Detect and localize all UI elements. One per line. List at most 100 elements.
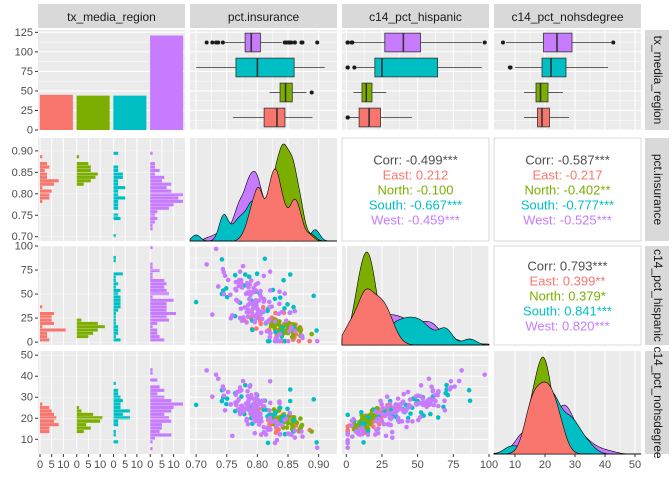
scatter-point <box>373 409 379 414</box>
outlier-point <box>352 65 357 70</box>
x-tick-label: 10 <box>57 459 69 471</box>
x-tick-label: 0.70 <box>185 459 206 471</box>
column-strip-label: tx_media_region <box>67 10 156 24</box>
scatter-point <box>280 325 285 330</box>
corr-value: -0.525*** <box>556 213 612 228</box>
scatter-point <box>258 401 263 406</box>
scatter-point <box>401 391 407 397</box>
corr-text-north: North: -0.100 <box>378 183 454 198</box>
scatter-point <box>380 405 386 411</box>
scatter-point <box>213 246 219 252</box>
corr-label: South: <box>521 198 559 213</box>
histogram-bar <box>150 189 172 193</box>
scatter-point <box>291 417 296 423</box>
corr-label: East: <box>532 168 562 183</box>
histogram-bar <box>76 423 87 427</box>
histogram-bar <box>40 419 55 423</box>
histogram-bar <box>40 182 55 186</box>
scatter-point <box>383 433 389 439</box>
scatter-point <box>381 421 387 427</box>
y-tick-label: 75 <box>21 66 33 78</box>
histogram-bar <box>76 168 91 173</box>
outlier-point <box>345 65 350 70</box>
y-tick-label: 125 <box>15 27 33 39</box>
outlier-point <box>214 40 219 45</box>
scatter-point <box>435 415 441 420</box>
x-tick-label: 0 <box>147 459 153 471</box>
histogram-bar <box>113 192 119 197</box>
scatter-point <box>286 329 292 334</box>
scatter-point <box>267 334 273 340</box>
scatter-point <box>427 396 432 402</box>
histogram-bar <box>150 433 172 437</box>
corr-label: Corr: <box>527 259 556 274</box>
row-strip-label: pct.insurance <box>651 154 665 226</box>
corr-label: Corr: <box>525 153 554 168</box>
scatter-point <box>253 391 259 397</box>
scatter-point <box>250 306 256 312</box>
histogram-bar <box>150 262 153 266</box>
scatter-point <box>261 299 267 304</box>
scatter-point <box>387 401 393 406</box>
corr-label: East: <box>530 274 560 289</box>
scatter-point <box>223 286 229 291</box>
histogram-bar <box>76 162 89 166</box>
box-south <box>374 57 439 78</box>
corr-value: -0.499*** <box>402 153 458 168</box>
scatter-point <box>296 338 302 344</box>
scatter-point <box>248 278 254 283</box>
corr-text-south: South: -0.667*** <box>369 198 462 213</box>
column-strip-label: c14_pct_nohsdegree <box>511 10 623 24</box>
scatter-point <box>252 408 257 414</box>
corr-value: -0.587*** <box>554 153 610 168</box>
scatter-point <box>285 338 291 344</box>
histogram-bar <box>150 331 158 335</box>
histogram-bar <box>150 295 153 299</box>
scatter-point <box>407 397 413 402</box>
scatter-point <box>298 329 303 334</box>
scatter-point <box>220 384 226 389</box>
scatter-point <box>245 314 251 320</box>
scatter-point <box>244 309 250 315</box>
scatter-point <box>254 303 259 308</box>
scatter-point <box>284 425 290 430</box>
histogram-bar <box>113 433 116 437</box>
scatter-point <box>424 404 429 410</box>
scatter-point <box>265 427 271 433</box>
x-tick-label: 30 <box>569 459 581 471</box>
scatter-point <box>261 404 267 409</box>
scatter-point <box>442 407 448 413</box>
scatter-point <box>361 421 367 427</box>
histogram-bar <box>40 155 43 159</box>
scatter-point <box>298 416 303 421</box>
histogram-bar <box>150 220 155 224</box>
scatter-point <box>215 284 221 289</box>
x-tick-label: 10 <box>94 459 106 471</box>
outlier-point <box>292 40 297 45</box>
histogram-bar <box>40 168 45 173</box>
y-tick-label: 40 <box>21 371 33 383</box>
histogram-bar <box>150 405 174 410</box>
y-tick-label: 0 <box>27 125 33 137</box>
histogram-bar <box>76 318 82 322</box>
x-tick-label: 0.75 <box>216 459 237 471</box>
scatter-point <box>267 304 273 310</box>
scatter-point <box>258 330 264 336</box>
y-tick-label: 0.70 <box>12 231 33 243</box>
corr-text-north: North: -0.402** <box>525 183 611 198</box>
corr-value: 0.399** <box>559 274 605 289</box>
scatter-point <box>220 266 226 272</box>
histogram-bar <box>150 392 158 396</box>
scatter-point <box>233 402 239 408</box>
corr-value: -0.777*** <box>558 198 614 213</box>
histogram-bar <box>113 338 121 342</box>
scatter-point <box>228 292 233 298</box>
scatter-point <box>277 399 282 404</box>
outlier-point <box>289 40 294 45</box>
scatter-point <box>272 440 278 446</box>
scatter-point <box>248 392 254 398</box>
scatter-point <box>314 338 320 344</box>
histogram-bar <box>113 199 119 203</box>
histogram-bar <box>113 259 116 263</box>
